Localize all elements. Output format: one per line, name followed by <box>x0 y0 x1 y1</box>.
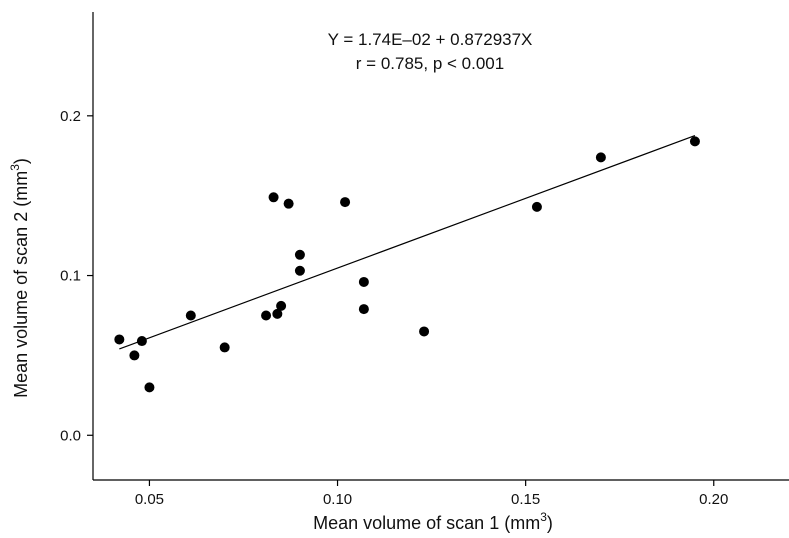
x-axis-label: Mean volume of scan 1 (mm3) <box>313 510 553 533</box>
data-point <box>340 197 351 208</box>
y-axis-label-text: Mean volume of scan 2 (mm <box>11 171 31 398</box>
stats-annotation: r = 0.785, p < 0.001 <box>356 54 504 73</box>
y-axis-label-sup: 3 <box>8 164 22 171</box>
data-point <box>283 198 294 209</box>
data-points <box>114 136 700 393</box>
data-point <box>129 350 140 361</box>
x-tick-label: 0.10 <box>323 491 352 508</box>
data-point <box>144 382 155 393</box>
data-point <box>185 310 196 321</box>
x-axis-label-sup: 3 <box>540 510 547 524</box>
y-tick-label: 0.1 <box>60 268 81 285</box>
data-point <box>689 136 700 147</box>
regression-line <box>119 135 696 350</box>
y-tick-label: 0.2 <box>60 108 81 125</box>
y-tick-label: 0.0 <box>60 427 81 444</box>
x-tick-label: 0.05 <box>135 491 164 508</box>
data-point <box>294 265 305 276</box>
data-point <box>114 334 125 345</box>
data-point <box>261 310 272 321</box>
data-point <box>268 192 279 203</box>
data-point <box>358 304 369 315</box>
data-point <box>419 326 430 337</box>
data-point <box>294 249 305 260</box>
data-point <box>595 152 606 163</box>
data-point <box>358 276 369 287</box>
x-axis-label-close: ) <box>547 513 553 533</box>
data-point <box>136 336 147 347</box>
x-axis-label-text: Mean volume of scan 1 (mm <box>313 513 540 533</box>
data-point <box>272 308 283 319</box>
data-point <box>276 300 287 311</box>
y-axis-label: Mean volume of scan 2 (mm3) <box>8 158 31 398</box>
data-point <box>531 201 542 212</box>
axes <box>92 12 789 481</box>
data-point <box>219 342 230 353</box>
x-tick-label: 0.20 <box>699 491 728 508</box>
ticks: 0.05 0.10 0.15 0.20 0.0 0.1 0.2 <box>60 108 728 508</box>
regression-line-group <box>119 135 696 350</box>
x-tick-label: 0.15 <box>511 491 540 508</box>
equation-annotation: Y = 1.74E–02 + 0.872937X <box>328 30 533 49</box>
y-axis-label-close: ) <box>11 158 31 164</box>
